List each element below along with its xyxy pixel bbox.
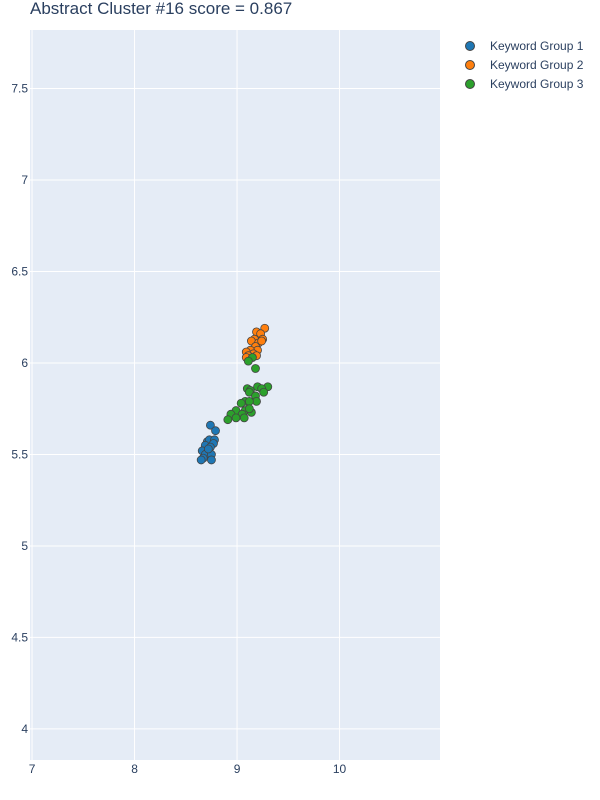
data-point-group-3[interactable] <box>239 413 249 423</box>
grid-lines <box>30 30 440 760</box>
legend-marker-group-1 <box>465 40 475 51</box>
tick-labels: 7 8 9 10 4 4.5 5 5.5 6 6.5 7 7.5 <box>11 82 346 776</box>
legend: Keyword Group 1 Keyword Group 2 Keyword … <box>460 36 583 93</box>
legend-marker-group-2 <box>465 59 475 70</box>
data-point-group-3[interactable] <box>244 397 254 406</box>
legend-label-group-2: Keyword Group 2 <box>490 57 584 72</box>
x-tick-label: 9 <box>234 762 241 776</box>
data-point-group-3[interactable] <box>236 398 246 408</box>
y-tick-label: 5 <box>21 539 28 553</box>
y-tick-label: 4 <box>21 722 28 736</box>
x-tick-label: 7 <box>29 762 36 776</box>
data-point-group-1[interactable] <box>196 455 206 465</box>
data-point-group-1[interactable] <box>211 426 220 436</box>
y-tick-label: 5.5 <box>11 447 28 461</box>
data-point-group-3[interactable] <box>244 404 254 414</box>
legend-item-group-1[interactable]: Keyword Group 1 <box>460 36 583 55</box>
data-point-group-1[interactable] <box>205 420 215 430</box>
y-tick-label: 7.5 <box>11 82 28 96</box>
x-tick-label: 10 <box>333 762 347 776</box>
y-tick-label: 7 <box>21 173 28 187</box>
legend-item-group-2[interactable]: Keyword Group 2 <box>460 55 583 74</box>
chart-title: Abstract Cluster #16 score = 0.867 <box>30 0 293 18</box>
data-point-group-2[interactable] <box>257 336 267 346</box>
x-tick-label: 8 <box>131 762 138 776</box>
data-point-group-1[interactable] <box>207 455 216 465</box>
data-point-group-1[interactable] <box>203 444 213 454</box>
y-tick-label: 6.5 <box>11 265 28 279</box>
data-point-group-3[interactable] <box>243 356 253 366</box>
data-point-group-3[interactable] <box>259 387 269 397</box>
y-tick-label: 4.5 <box>11 630 28 644</box>
data-point-group-3[interactable] <box>223 415 233 425</box>
y-tick-label: 6 <box>21 356 28 370</box>
legend-label-group-1: Keyword Group 1 <box>490 38 584 53</box>
legend-marker-group-3 <box>465 78 475 89</box>
legend-label-group-3: Keyword Group 3 <box>490 76 584 91</box>
data-points <box>196 323 273 465</box>
data-point-group-3[interactable] <box>251 364 260 373</box>
legend-item-group-3[interactable]: Keyword Group 3 <box>460 74 583 93</box>
plot-background <box>30 30 440 760</box>
data-point-group-3[interactable] <box>231 413 241 423</box>
